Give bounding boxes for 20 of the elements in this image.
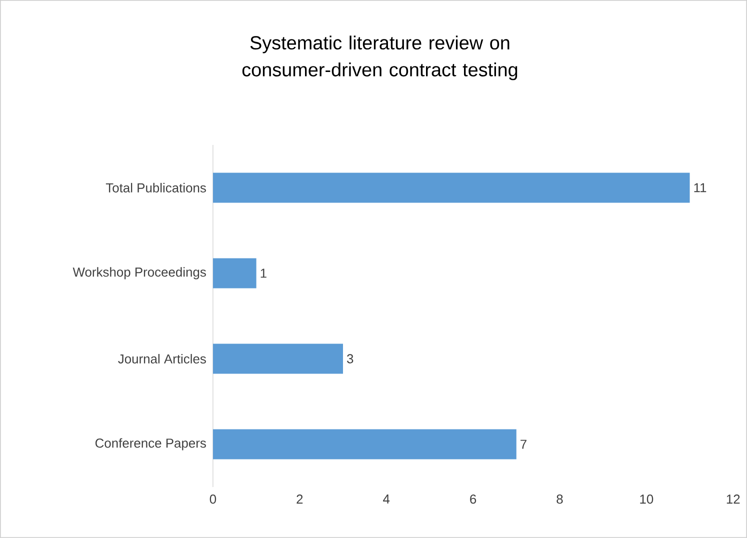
chart-title: Systematic literature review on consumer-driven contract testing [242, 36, 518, 80]
x-tick-label: 0 [210, 494, 216, 504]
data-label: 1 [260, 268, 266, 278]
data-label: 7 [520, 440, 526, 449]
x-tick-label: 4 [383, 494, 390, 504]
x-tick-label: 12 [726, 494, 740, 504]
bar [212, 344, 343, 374]
data-label: 3 [347, 354, 354, 364]
bar [212, 172, 690, 203]
x-tick-label: 6 [470, 494, 476, 504]
x-tick-label: 10 [640, 494, 654, 504]
y-tick-label: Conference Papers [95, 438, 206, 450]
data-label: 11 [694, 183, 706, 192]
bar [212, 429, 516, 460]
bar [212, 258, 256, 288]
x-tick-label: 2 [296, 494, 303, 504]
x-tick-label: 8 [556, 494, 563, 504]
y-tick-label: Journal Articles [118, 354, 206, 364]
y-tick-label: Workshop Proceedings [72, 267, 206, 280]
y-tick-label: Total Publications [106, 182, 206, 192]
